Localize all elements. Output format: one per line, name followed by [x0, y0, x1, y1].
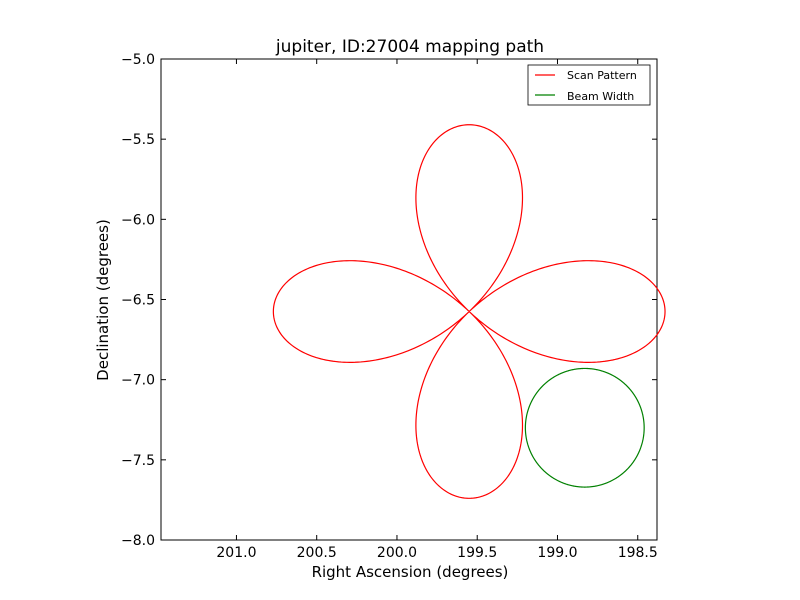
series-line-beam-width	[524, 367, 645, 488]
y-tick-label: −5.0	[121, 52, 155, 68]
ticks-layer: 201.0 200.5 200.0 199.5 199.0 198.5 −5.0 −5.5 −6…	[121, 52, 658, 561]
y-tick-label: −8.0	[121, 533, 155, 549]
y-tick-label: −5.5	[121, 132, 155, 148]
x-axis-label: Right Ascension (degrees)	[312, 563, 509, 581]
x-tick-label: 201.0	[216, 545, 256, 561]
x-tick-label: 200.0	[377, 545, 417, 561]
x-tick-label: 199.5	[457, 545, 497, 561]
y-axis-label: Declination (degrees)	[94, 219, 112, 381]
x-tick-label: 199.0	[537, 545, 577, 561]
series-line-scan-pattern	[272, 124, 666, 499]
legend-label-scan-pattern: Scan Pattern	[567, 69, 637, 82]
chart-title: jupiter, ID:27004 mapping path	[275, 37, 544, 57]
x-tick-label: 198.5	[618, 545, 658, 561]
x-tick-label: 200.5	[297, 545, 337, 561]
legend: Scan Pattern Beam Width	[527, 64, 651, 106]
y-tick-label: −6.0	[121, 212, 155, 228]
series-layer	[272, 124, 666, 499]
plot-area	[160, 58, 658, 541]
y-tick-label: −6.5	[121, 293, 155, 309]
legend-box	[527, 64, 651, 106]
legend-label-beam-width: Beam Width	[567, 90, 634, 103]
y-tick-label: −7.0	[121, 373, 155, 389]
y-tick-label: −7.5	[121, 453, 155, 469]
